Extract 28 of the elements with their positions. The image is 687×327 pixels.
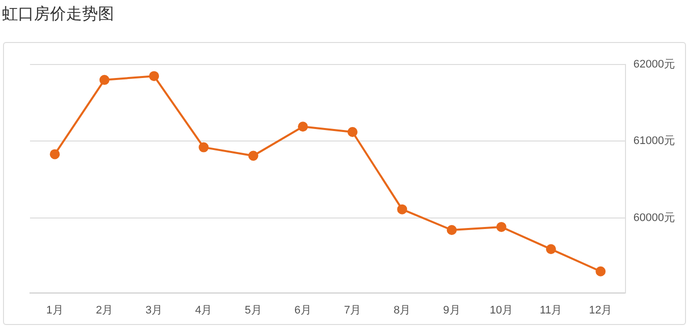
x-tick-label: 7月 bbox=[344, 304, 362, 316]
x-tick-label: 12月 bbox=[588, 304, 612, 316]
x-tick-label: 3月 bbox=[145, 304, 163, 316]
point bbox=[248, 150, 258, 161]
y-tick-label: 61000元 bbox=[633, 135, 676, 148]
x-tick-label: 1月 bbox=[46, 304, 64, 316]
x-tick-label: 6月 bbox=[294, 304, 312, 316]
y-tick-label: 60000元 bbox=[633, 212, 676, 224]
point bbox=[348, 126, 358, 137]
point bbox=[596, 266, 606, 276]
point bbox=[546, 244, 556, 254]
x-tick-label: 5月 bbox=[244, 304, 262, 316]
x-tick-label: 8月 bbox=[394, 304, 411, 316]
point bbox=[198, 142, 209, 152]
point bbox=[397, 204, 408, 214]
point bbox=[496, 222, 506, 232]
point bbox=[298, 122, 308, 132]
point bbox=[50, 149, 60, 160]
x-tick-label: 4月 bbox=[195, 304, 212, 316]
x-tick-label: 9月 bbox=[443, 304, 460, 316]
point bbox=[99, 74, 110, 85]
point bbox=[149, 71, 160, 82]
x-tick-label: 10月 bbox=[490, 304, 513, 316]
x-tick-label: 2月 bbox=[96, 304, 113, 316]
chart-title: 虹口房价走势图 bbox=[2, 4, 114, 25]
y-tick-label: 62000元 bbox=[633, 58, 676, 71]
x-tick-label: 11月 bbox=[540, 304, 562, 316]
point bbox=[446, 225, 457, 236]
